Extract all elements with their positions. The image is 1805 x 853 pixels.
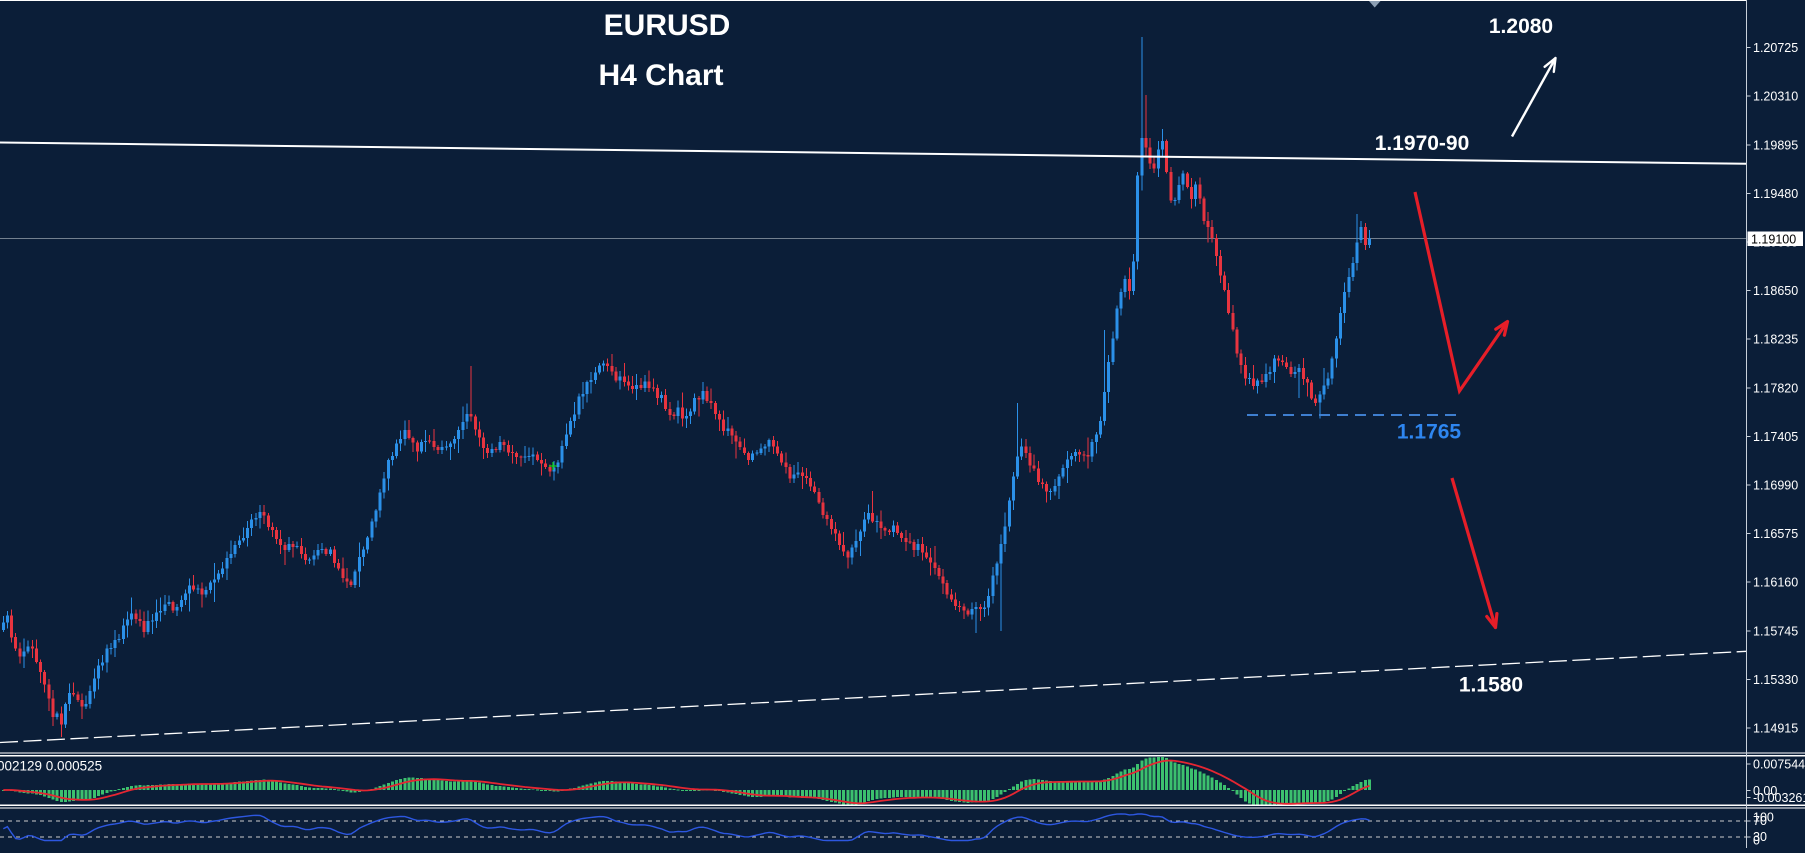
svg-text:0.00: 0.00 xyxy=(1753,784,1777,798)
svg-text:-0.003261: -0.003261 xyxy=(1753,791,1805,805)
svg-text:1.16160: 1.16160 xyxy=(1753,576,1798,590)
svg-text:0.007544: 0.007544 xyxy=(1753,758,1805,772)
svg-text:1.19480: 1.19480 xyxy=(1753,187,1798,201)
svg-text:1.20725: 1.20725 xyxy=(1753,41,1798,55)
svg-text:1.20310: 1.20310 xyxy=(1753,90,1798,104)
svg-text:1.18235: 1.18235 xyxy=(1753,333,1798,347)
svg-text:1.17405: 1.17405 xyxy=(1753,430,1798,444)
svg-text:EURUSD: EURUSD xyxy=(604,9,731,42)
svg-text:1.2080: 1.2080 xyxy=(1489,15,1553,38)
svg-text:1.1765: 1.1765 xyxy=(1397,421,1462,444)
svg-text:1.19895: 1.19895 xyxy=(1753,138,1798,152)
svg-text:0: 0 xyxy=(1753,834,1760,848)
svg-text:30: 30 xyxy=(1753,830,1767,844)
svg-text:1.1580: 1.1580 xyxy=(1459,674,1523,697)
svg-text:1.17820: 1.17820 xyxy=(1753,381,1798,395)
svg-text:70: 70 xyxy=(1753,814,1767,828)
svg-text:1.19100: 1.19100 xyxy=(1751,232,1796,246)
svg-text:1.16575: 1.16575 xyxy=(1753,527,1798,541)
svg-text:100: 100 xyxy=(1753,811,1774,825)
svg-text:1.1970-90: 1.1970-90 xyxy=(1375,132,1470,155)
svg-text:H4 Chart: H4 Chart xyxy=(598,59,723,92)
svg-text:1.16990: 1.16990 xyxy=(1753,479,1798,493)
svg-text:1.18650: 1.18650 xyxy=(1753,284,1798,298)
svg-text:1.15745: 1.15745 xyxy=(1753,624,1798,638)
svg-text:1.15330: 1.15330 xyxy=(1753,673,1798,687)
svg-text:1.14915: 1.14915 xyxy=(1753,722,1798,736)
svg-text:002129 0.000525: 002129 0.000525 xyxy=(0,759,102,774)
